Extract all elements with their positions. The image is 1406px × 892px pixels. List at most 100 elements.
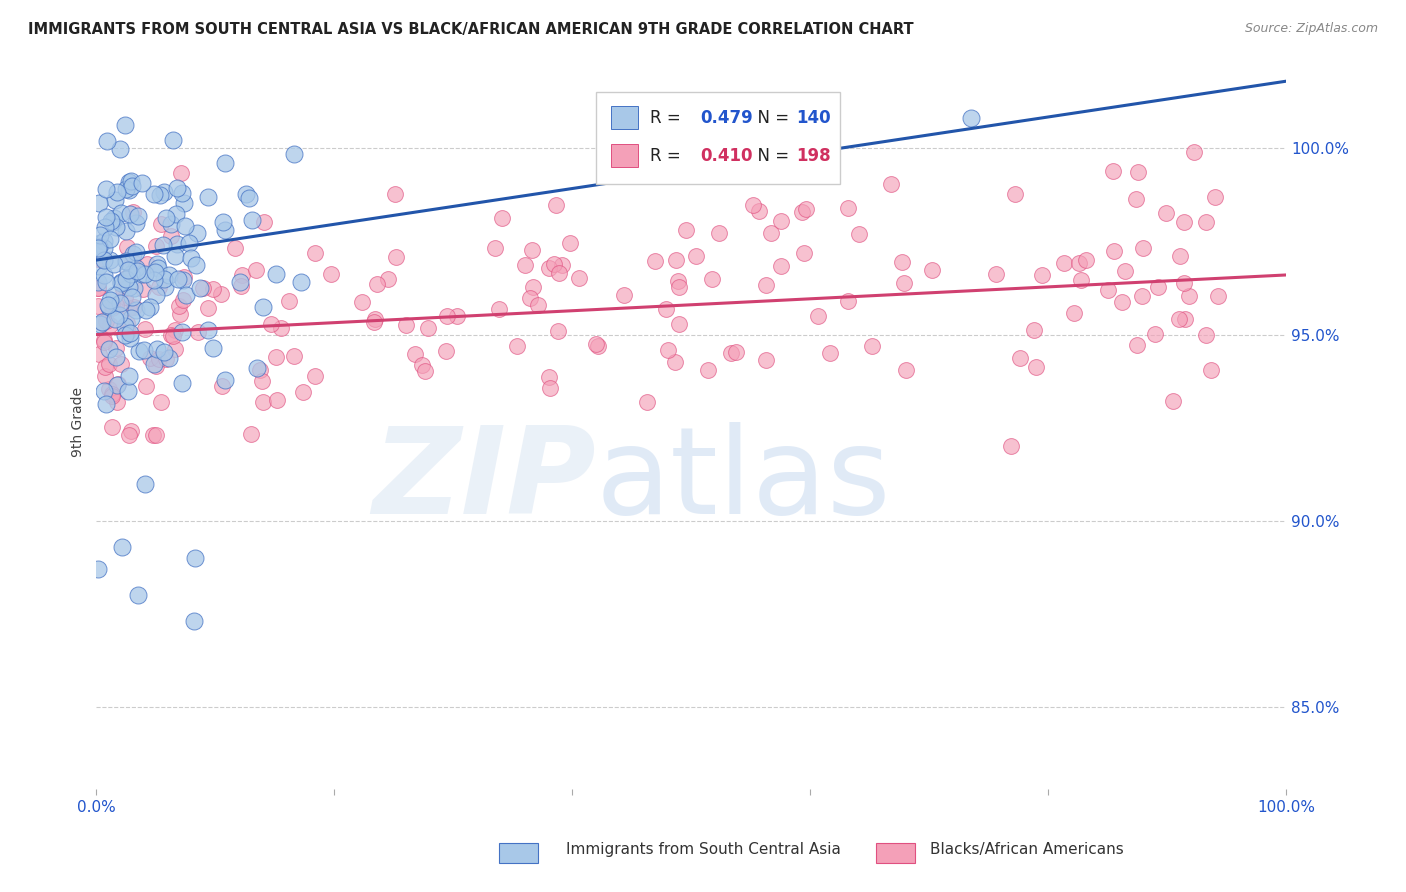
Point (214, 156, 236, 170)
Point (96, 275, 118, 289)
Point (1173, 215, 1195, 229)
Point (696, 363, 718, 377)
Text: ZIP: ZIP (373, 422, 596, 540)
Point (110, 276, 132, 290)
Point (769, 214, 792, 228)
Point (120, 424, 142, 438)
Point (1177, 289, 1199, 303)
Point (86, 562, 108, 576)
Point (187, 325, 209, 339)
Point (145, 239, 167, 253)
Point (121, 290, 143, 304)
Point (87, 241, 110, 255)
Point (111, 540, 134, 554)
Point (252, 300, 274, 314)
Point (1163, 393, 1185, 408)
Point (103, 257, 125, 271)
Point (235, 186, 257, 201)
Point (177, 235, 200, 250)
Point (149, 187, 172, 202)
Point (90, 315, 112, 329)
Point (134, 476, 156, 491)
Point (153, 185, 176, 199)
Point (100, 318, 122, 332)
Point (173, 219, 195, 233)
Point (101, 301, 124, 316)
Point (110, 357, 132, 371)
Point (100, 389, 122, 403)
Point (107, 376, 129, 391)
Point (666, 274, 689, 288)
Point (145, 287, 167, 301)
Point (1173, 276, 1195, 290)
Point (118, 207, 141, 221)
Point (1147, 280, 1170, 294)
Point (837, 294, 859, 309)
Point (160, 229, 183, 244)
Text: R =: R = (650, 146, 686, 165)
Point (139, 300, 162, 314)
Point (167, 272, 190, 286)
Point (363, 315, 385, 329)
Point (162, 329, 184, 343)
Point (664, 253, 686, 268)
Point (87, 299, 110, 313)
Point (163, 324, 186, 338)
Point (153, 279, 176, 293)
Point (114, 224, 136, 238)
Point (117, 384, 139, 399)
Point (114, 328, 136, 343)
Point (214, 223, 236, 237)
Point (152, 238, 174, 252)
Point (240, 212, 263, 227)
Point (794, 202, 817, 217)
Point (837, 202, 859, 216)
Point (131, 176, 153, 190)
Point (93, 335, 115, 350)
Point (98, 252, 121, 267)
Point (304, 368, 326, 383)
Point (93, 235, 115, 249)
Point (94, 313, 117, 327)
Point (304, 246, 326, 260)
Text: IMMIGRANTS FROM SOUTH CENTRAL ASIA VS BLACK/AFRICAN AMERICAN 9TH GRADE CORRELATI: IMMIGRANTS FROM SOUTH CENTRAL ASIA VS BL… (28, 22, 914, 37)
Point (135, 378, 157, 392)
Point (395, 318, 418, 332)
Point (668, 317, 690, 331)
Point (385, 250, 408, 264)
Point (655, 302, 678, 317)
Point (792, 205, 814, 219)
FancyBboxPatch shape (596, 92, 839, 184)
Point (1070, 273, 1092, 287)
Point (755, 353, 778, 368)
Point (1130, 289, 1153, 303)
Point (97, 298, 120, 312)
Point (893, 276, 915, 290)
Text: Immigrants from South Central Asia: Immigrants from South Central Asia (565, 842, 841, 856)
Text: Blacks/African Americans: Blacks/African Americans (929, 842, 1123, 856)
Point (157, 268, 180, 282)
Point (103, 288, 125, 302)
Point (664, 355, 686, 369)
Point (321, 267, 343, 281)
Point (636, 394, 658, 409)
Point (180, 251, 202, 265)
Point (1074, 253, 1097, 268)
Point (170, 166, 193, 180)
Point (163, 342, 186, 356)
Point (118, 428, 141, 442)
Point (755, 278, 778, 293)
Point (104, 312, 127, 326)
Point (98, 357, 121, 371)
Point (685, 249, 707, 263)
Point (86, 246, 108, 260)
Point (114, 290, 136, 304)
Point (350, 294, 373, 309)
Point (278, 293, 301, 308)
Point (143, 187, 166, 202)
Point (155, 352, 177, 367)
Point (94, 397, 117, 411)
Point (250, 375, 273, 389)
Point (105, 341, 128, 355)
Point (245, 263, 267, 277)
